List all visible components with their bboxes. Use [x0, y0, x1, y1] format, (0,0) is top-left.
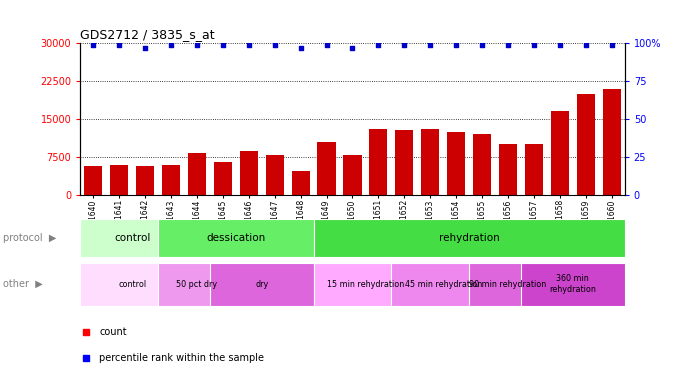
Point	[554, 42, 565, 48]
Bar	[292, 171, 310, 195]
Bar	[162, 165, 180, 195]
Bar	[447, 132, 466, 195]
Point	[321, 42, 332, 48]
Text: 90 min rehydration: 90 min rehydration	[470, 280, 547, 289]
Point	[114, 42, 125, 48]
Point	[528, 42, 540, 48]
Bar	[158, 262, 236, 306]
Point	[399, 42, 410, 48]
Point	[191, 42, 202, 48]
Text: GDS2712 / 3835_s_at: GDS2712 / 3835_s_at	[80, 28, 215, 40]
Bar	[318, 142, 336, 195]
Point	[373, 42, 384, 48]
Bar	[343, 155, 362, 195]
Bar	[369, 129, 387, 195]
Point	[477, 42, 488, 48]
Bar	[210, 262, 313, 306]
Text: control: control	[118, 280, 146, 289]
Bar	[239, 151, 258, 195]
Point	[88, 42, 99, 48]
Point	[580, 42, 591, 48]
Bar	[577, 94, 595, 195]
Bar	[551, 111, 569, 195]
Bar	[473, 134, 491, 195]
Point	[269, 42, 281, 48]
Point	[606, 42, 617, 48]
Text: 45 min rehydration: 45 min rehydration	[405, 280, 482, 289]
Text: other  ▶: other ▶	[3, 279, 43, 289]
Text: control: control	[114, 233, 150, 243]
Bar	[84, 166, 103, 195]
Bar	[80, 219, 184, 257]
Point	[217, 42, 228, 48]
Text: dry: dry	[255, 280, 268, 289]
Bar	[313, 219, 625, 257]
Point	[243, 42, 254, 48]
Bar	[136, 166, 154, 195]
Point	[165, 42, 177, 48]
Bar	[158, 219, 313, 257]
Bar	[392, 262, 495, 306]
Bar	[525, 144, 543, 195]
Point	[503, 42, 514, 48]
Bar	[266, 154, 284, 195]
Bar	[110, 165, 128, 195]
Bar	[313, 262, 417, 306]
Bar	[395, 130, 413, 195]
Bar	[521, 262, 625, 306]
Text: 360 min
rehydration: 360 min rehydration	[549, 274, 596, 294]
Bar	[602, 89, 621, 195]
Point	[295, 45, 306, 51]
Point	[347, 45, 358, 51]
Point	[424, 42, 436, 48]
Text: 15 min rehydration: 15 min rehydration	[327, 280, 404, 289]
Text: protocol  ▶: protocol ▶	[3, 233, 57, 243]
Point	[140, 45, 151, 51]
Bar	[214, 162, 232, 195]
Bar	[469, 262, 547, 306]
Text: percentile rank within the sample: percentile rank within the sample	[99, 353, 265, 363]
Bar	[421, 129, 439, 195]
Bar	[188, 153, 206, 195]
Bar	[499, 144, 517, 195]
Point	[451, 42, 462, 48]
Text: dessication: dessication	[206, 233, 265, 243]
Text: count: count	[99, 327, 127, 337]
Text: rehydration: rehydration	[439, 233, 500, 243]
Text: 50 pct dry: 50 pct dry	[177, 280, 218, 289]
Bar	[80, 262, 184, 306]
